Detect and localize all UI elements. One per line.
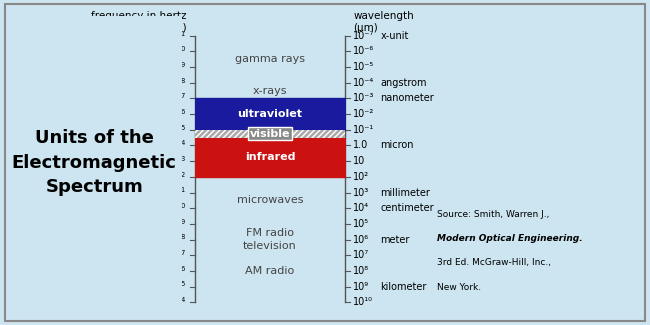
Text: meter: meter: [380, 235, 410, 244]
Text: kilometer: kilometer: [380, 281, 427, 292]
Text: AM radio: AM radio: [246, 266, 294, 276]
Text: $10^{11}$: $10^{11}$: [164, 186, 187, 200]
Text: $10^{8}$: $10^{8}$: [168, 233, 187, 246]
Text: $10^{18}$: $10^{18}$: [164, 76, 187, 90]
Text: 10⁻⁴: 10⁻⁴: [354, 78, 374, 88]
Text: $10^{16}$: $10^{16}$: [164, 107, 187, 121]
Text: $10^{13}$: $10^{13}$: [164, 154, 187, 168]
Text: 10⁸: 10⁸: [354, 266, 370, 276]
Text: 10⁻⁷: 10⁻⁷: [354, 31, 374, 41]
Text: 10⁹: 10⁹: [354, 281, 370, 292]
Text: 10¹⁰: 10¹⁰: [354, 297, 373, 307]
Text: gamma rays: gamma rays: [235, 54, 305, 64]
Text: $10^{5}$: $10^{5}$: [168, 280, 187, 293]
Text: $10^{10}$: $10^{10}$: [164, 201, 187, 215]
Text: 10: 10: [354, 156, 366, 166]
Text: FM radio
television: FM radio television: [243, 228, 297, 251]
Text: x-rays: x-rays: [253, 85, 287, 96]
Text: $10^{15}$: $10^{15}$: [164, 123, 187, 137]
Text: 10⁻¹: 10⁻¹: [354, 125, 374, 135]
Text: 10⁷: 10⁷: [354, 250, 370, 260]
Text: $10^{19}$: $10^{19}$: [164, 60, 187, 74]
Text: 10⁻²: 10⁻²: [354, 109, 374, 119]
Text: 10⁵: 10⁵: [354, 219, 370, 229]
Text: New York.: New York.: [437, 283, 481, 292]
Bar: [195, 130, 345, 138]
Text: 10³: 10³: [354, 188, 370, 198]
Text: x-unit: x-unit: [380, 31, 409, 41]
Text: $10^{21}$: $10^{21}$: [164, 29, 187, 43]
Text: 3rd Ed. McGraw-Hill, Inc.,: 3rd Ed. McGraw-Hill, Inc.,: [437, 258, 551, 267]
Text: microwaves: microwaves: [237, 195, 304, 205]
Text: frequency in hertz
(cycles per second): frequency in hertz (cycles per second): [85, 11, 187, 33]
Text: 10²: 10²: [354, 172, 370, 182]
Text: $10^{7}$: $10^{7}$: [168, 248, 187, 262]
Text: centimeter: centimeter: [380, 203, 434, 213]
Text: $10^{4}$: $10^{4}$: [168, 295, 187, 309]
Text: micron: micron: [380, 140, 414, 150]
Text: $10^{20}$: $10^{20}$: [164, 45, 187, 58]
Text: infrared: infrared: [245, 152, 295, 162]
Text: 10⁻⁵: 10⁻⁵: [354, 62, 374, 72]
Text: angstrom: angstrom: [380, 78, 427, 88]
Text: 10⁻³: 10⁻³: [354, 94, 375, 103]
Text: wavelength
(μm): wavelength (μm): [354, 11, 414, 33]
Text: $10^{12}$: $10^{12}$: [164, 170, 187, 184]
Text: 10⁴: 10⁴: [354, 203, 370, 213]
Text: $10^{14}$: $10^{14}$: [164, 138, 187, 152]
Text: Source: Smith, Warren J.,: Source: Smith, Warren J.,: [437, 210, 549, 219]
Text: ultraviolet: ultraviolet: [238, 109, 303, 119]
Text: 10⁻⁶: 10⁻⁶: [354, 46, 374, 57]
Text: Modern Optical Engineering.: Modern Optical Engineering.: [437, 234, 582, 243]
Text: 1.0: 1.0: [354, 140, 369, 150]
Text: $10^{17}$: $10^{17}$: [164, 92, 187, 105]
Text: $10^{6}$: $10^{6}$: [168, 264, 187, 278]
Text: $10^{9}$: $10^{9}$: [168, 217, 187, 231]
Text: nanometer: nanometer: [380, 94, 434, 103]
Text: millimeter: millimeter: [380, 188, 430, 198]
Text: visible: visible: [250, 129, 291, 139]
Text: 10⁶: 10⁶: [354, 235, 370, 244]
Text: Units of the
Electromagnetic
Spectrum: Units of the Electromagnetic Spectrum: [12, 129, 177, 196]
